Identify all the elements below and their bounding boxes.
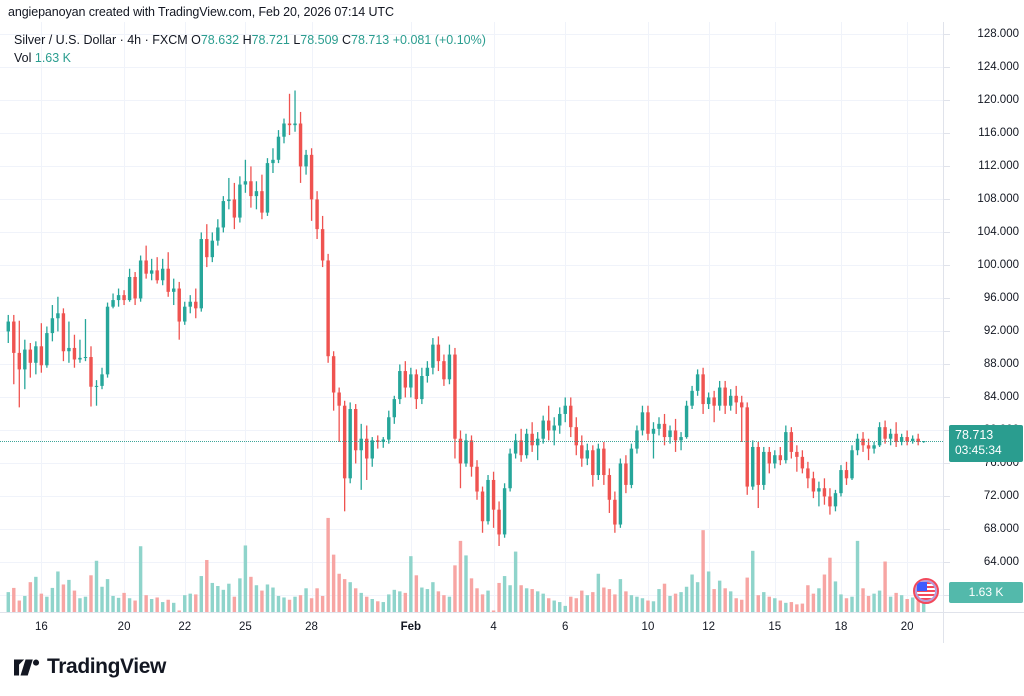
grid-line-horizontal [0,397,943,398]
price-axis-tick: 68.000 [983,523,1019,536]
price-axis-tick-mark [944,397,950,398]
time-axis-tick: 16 [34,621,48,633]
price-axis-tick: 88.000 [983,358,1019,371]
price-axis[interactable]: 128.000 124.000 120.000 116.000 112.000 108.0… [943,22,1024,612]
attribution-text: angiepanoyan created with TradingView.co… [8,5,394,19]
price-axis-tick-mark [944,100,950,101]
time-axis-tick: 15 [768,621,782,633]
grid-line-vertical [245,22,246,612]
grid-line-horizontal [0,529,943,530]
price-axis-tick: 92.000 [983,325,1019,338]
price-axis-tick-mark [944,562,950,563]
flag-canton [916,582,927,591]
time-axis-tick: 18 [834,621,848,633]
volume-badge[interactable]: 1.63 K [949,582,1023,604]
price-axis-tick: 104.000 [977,226,1019,239]
grid-line-horizontal [0,100,943,101]
tradingview-mark-icon [14,659,40,675]
grid-line-horizontal [0,265,943,266]
grid-line-vertical [565,22,566,612]
grid-line-vertical [312,22,313,612]
grid-line-vertical [124,22,125,612]
grid-line-horizontal [0,364,943,365]
grid-line-horizontal [0,430,943,431]
bar-countdown: 03:45:34 [955,443,1002,458]
time-axis-tick: 28 [305,621,318,633]
current-price-line [0,441,943,443]
chart-plot-area[interactable] [0,22,943,612]
time-axis[interactable]: 16 20 22 25 28 Feb 4 6 10 12 15 18 20 [0,612,943,643]
grid-line-vertical [648,22,649,612]
grid-line-horizontal [0,199,943,200]
current-price-value: 78.713 [955,428,994,443]
price-axis-tick: 116.000 [978,127,1019,140]
grid-line-horizontal [0,331,943,332]
grid-line-horizontal [0,133,943,134]
price-axis-tick: 72.000 [983,490,1019,503]
tradingview-wordmark: TradingView [47,655,166,678]
time-axis-tick: 22 [178,621,192,633]
price-axis-tick-mark [944,331,950,332]
grid-line-vertical [841,22,842,612]
candlestick-series [6,90,926,612]
price-axis-tick-mark [944,496,950,497]
time-axis-tick: 4 [490,621,497,633]
time-axis-tick: 6 [562,621,569,633]
price-axis-tick: 96.000 [983,292,1019,305]
grid-line-horizontal [0,562,943,563]
price-axis-tick-mark [944,166,950,167]
price-axis-tick-mark [944,133,950,134]
current-price-badge[interactable]: 78.713 03:45:34 [949,425,1023,463]
price-axis-tick-mark [944,529,950,530]
price-axis-tick: 112.000 [978,160,1019,173]
grid-line-vertical [907,22,908,612]
grid-line-horizontal [0,232,943,233]
price-axis-tick-mark [944,364,950,365]
time-axis-tick: 25 [238,621,252,633]
price-axis-tick-mark [944,265,950,266]
us-flag-icon [912,578,939,604]
price-axis-tick-mark [944,67,950,68]
price-axis-tick: 124.000 [977,61,1019,74]
grid-line-horizontal [0,34,943,35]
price-axis-tick: 128.000 [977,28,1019,41]
price-axis-tick: 108.000 [977,193,1019,206]
price-axis-tick-mark [944,34,950,35]
time-axis-tick: 20 [900,621,914,633]
price-axis-tick: 120.000 [977,94,1019,107]
price-axis-tick-mark [944,463,950,464]
grid-line-vertical [41,22,42,612]
time-axis-tick: Feb [400,621,422,633]
price-axis-tick-mark [944,595,950,596]
price-axis-tick: 100.000 [977,259,1019,272]
price-axis-tick-mark [944,232,950,233]
time-axis-tick: 20 [117,621,131,633]
grid-line-horizontal [0,166,943,167]
grid-line-vertical [775,22,776,612]
grid-line-horizontal [0,67,943,68]
price-axis-tick-mark [944,430,950,431]
price-axis-tick: 84.000 [983,391,1019,404]
price-axis-tick: 64.000 [983,556,1019,569]
grid-line-vertical [709,22,710,612]
axis-corner [943,612,1024,643]
price-axis-tick-mark [944,199,950,200]
grid-line-horizontal [0,496,943,497]
time-axis-tick: 10 [641,621,655,633]
grid-line-vertical [411,22,412,612]
price-axis-tick-mark [944,298,950,299]
grid-line-vertical [494,22,495,612]
tradingview-logo: TradingView [14,655,166,679]
grid-line-horizontal [0,298,943,299]
time-axis-tick: 12 [702,621,716,633]
